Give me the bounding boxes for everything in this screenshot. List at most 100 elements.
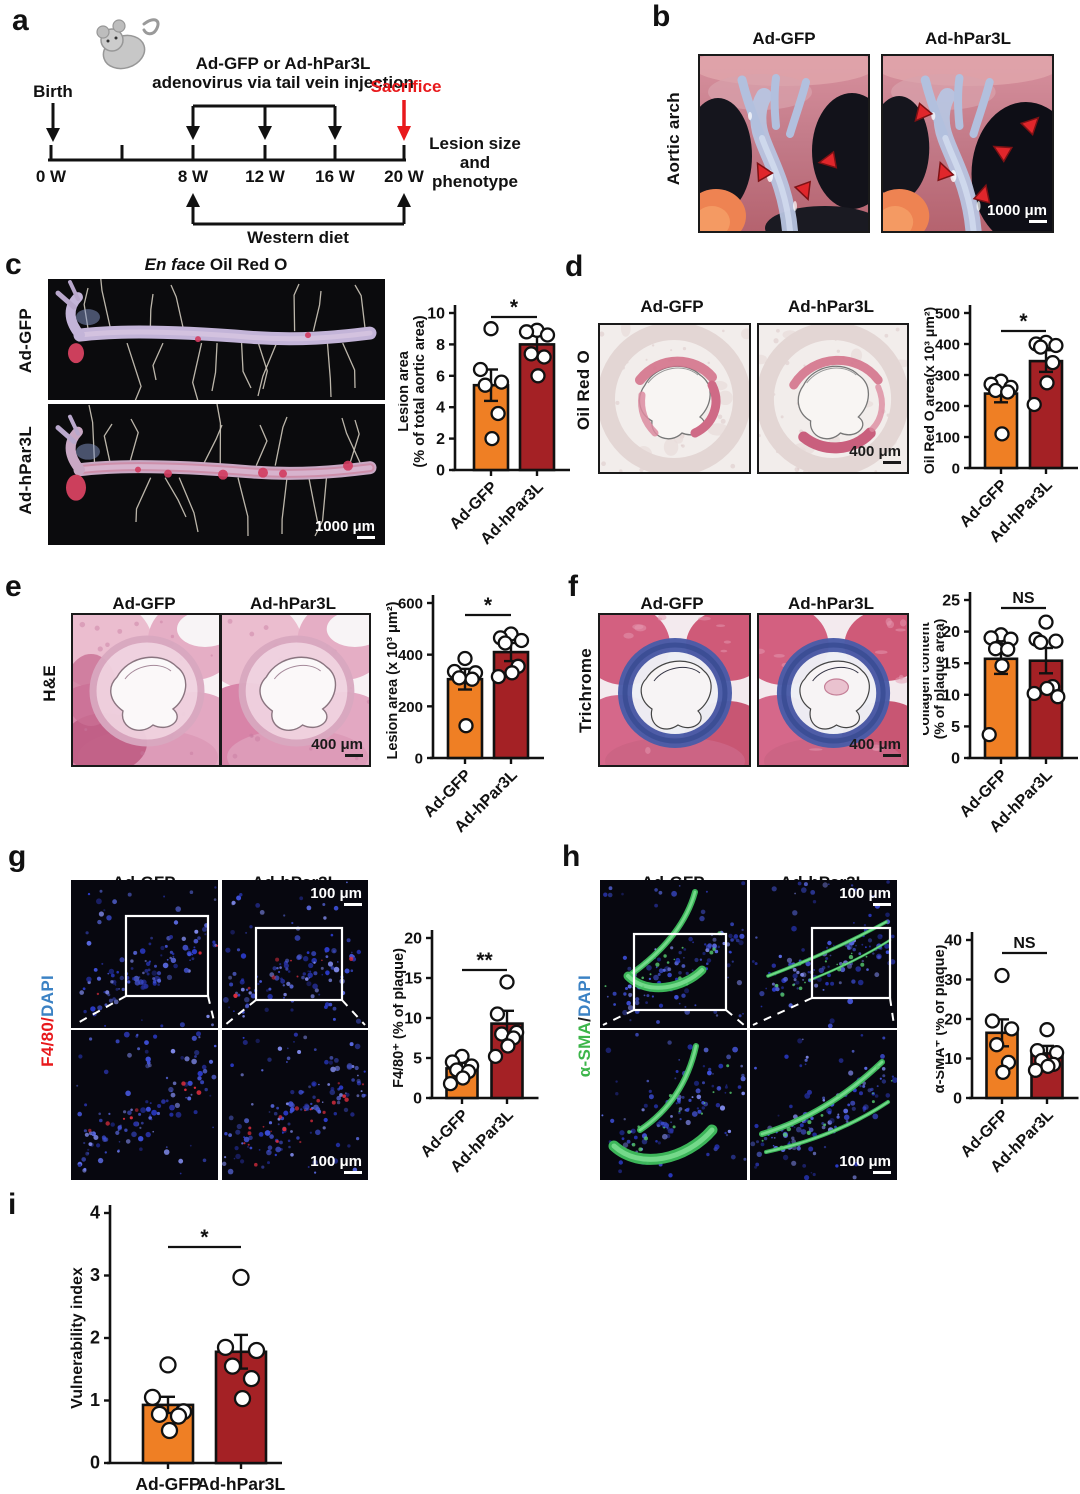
col-label-adgfp: Ad-GFP [640,297,704,316]
row-label-oilredo: Oil Red O [574,350,593,431]
svg-text:0: 0 [413,1091,422,1108]
svg-text:400: 400 [398,647,423,664]
micrograph-oilredo-adhpar3l: 400 μm [757,323,909,474]
micrograph-enface-adgfp [48,279,385,400]
svg-text:10: 10 [404,1011,422,1028]
micrograph-sma-adhpar3l-high: 100 μm [750,1030,897,1180]
micrograph-sma-adhpar3l-low: 100 μm [750,880,897,1028]
row-label-aortic-arch: Aortic arch [664,92,683,186]
micrograph-trichrome-adgfp [598,613,751,767]
svg-text:Lesion area (x 10³ μm²): Lesion area (x 10³ μm²) [386,601,401,759]
svg-text:3: 3 [90,1265,100,1285]
tick-8w: 8 W [177,167,209,186]
micrograph-he-adgfp [71,613,221,767]
col-label-adhpar3l: Ad-hPar3L [925,29,1011,48]
svg-text:F4/80⁺ (% of plaque): F4/80⁺ (% of plaque) [393,948,407,1088]
panel-g: g Ad-GFP Ad-hPar3L F4/80/DAPI 100 μm 100… [0,842,580,1204]
scale-bar-label: 1000 μm [987,203,1047,223]
scale-bar-label: 100 μm [310,1154,362,1174]
svg-text:5: 5 [413,1051,422,1068]
mouse-icon [96,18,160,70]
svg-text:Oil Red O area(x 10³ μm²): Oil Red O area(x 10³ μm²) [923,307,937,474]
scale-bar-label: 1000 μm [315,519,375,539]
micrograph-enface-adhpar3l: 1000 μm [48,404,385,545]
micrograph-aortic-arch-adhpar3l: 1000 μm [881,54,1054,233]
panel-a: a [0,0,560,250]
svg-text:α-SMA⁺ (% of plaque): α-SMA⁺ (% of plaque) [936,944,948,1093]
svg-text:0: 0 [436,463,445,480]
panel-f: f Ad-GFP Ad-hPar3L Trichrome 400 μm [560,570,1080,842]
tick-20w: 20 W [384,167,424,186]
tick-12w: 12 W [245,167,285,186]
svg-text:200: 200 [398,699,423,716]
chart-lesion-area-enface: 0 2 4 6 8 10 * Lesion area (% of total aortic ar… [398,283,570,583]
svg-text:15: 15 [942,656,960,673]
svg-text:*: * [510,296,519,319]
svg-text:*: * [1019,310,1028,333]
col-label-adgfp: Ad-GFP [752,29,816,48]
panel-f-letter: f [568,570,578,603]
panel-a-letter: a [12,4,29,37]
scale-bar-label: 400 μm [849,737,901,757]
svg-text:0: 0 [90,1453,100,1473]
outcome-line3: phenotype [432,172,518,191]
svg-text:20: 20 [944,1012,962,1029]
micrograph-f480-adgfp-low [71,880,218,1028]
svg-text:25: 25 [942,593,960,610]
micrograph-he-adhpar3l: 400 μm [220,613,371,767]
panel-d: d Ad-GFP Ad-hPar3L Oil Red O 400 μm [560,250,1080,570]
svg-text:400: 400 [935,337,960,354]
timeline-diagram [46,18,411,226]
svg-text:4: 4 [90,1203,100,1223]
panel-c: c En face Oil Red O Ad-GFP Ad-hPar3L 100… [0,250,580,570]
svg-text:4: 4 [436,400,445,417]
panel-e: e Ad-GFP Ad-hPar3L H&E 400 μm [0,570,580,842]
panel-h: h Ad-GFP Ad-hPar3L α-SMA/DAPI 100 μm 100… [555,842,1080,1204]
svg-text:Ad-hPar3L: Ad-hPar3L [197,1474,286,1494]
svg-text:20: 20 [404,931,422,948]
chart-f480-percent: 0 5 10 15 20 ** F4/80⁺ (% of plaque) Ad-GFP Ad-h… [393,926,553,1216]
tick-16w: 16 W [315,167,355,186]
row-label-he: H&E [40,665,59,702]
scale-bar-label: 100 μm [310,886,362,906]
row-label-adhpar3l: Ad-hPar3L [16,426,35,515]
scale-bar-label: 400 μm [311,737,363,757]
tick-0w: 0 W [35,167,67,186]
micrograph-sma-adgfp-high [600,1030,747,1180]
svg-text:2: 2 [90,1328,100,1348]
panel-b: b Ad-GFP Ad-hPar3L Aortic arch 1000 μm [640,0,1080,250]
western-diet-label: Western diet [247,228,349,247]
svg-text:10: 10 [942,687,960,704]
chart-oilredo-area: 0 100 200 300 400 500 * Oil Red O area(x 10³ μm… [923,283,1080,583]
col-label-adhpar3l: Ad-hPar3L [788,594,874,613]
svg-text:*: * [200,1226,209,1249]
outcome-line2: and [459,153,491,172]
svg-text:0: 0 [951,751,960,768]
panel-g-letter: g [8,840,27,873]
svg-text:0: 0 [952,461,960,478]
svg-text:2: 2 [436,431,445,448]
svg-text:5: 5 [951,719,960,736]
svg-text:20: 20 [942,624,960,641]
panel-c-letter: c [5,248,22,281]
svg-text:300: 300 [935,368,960,385]
svg-text:15: 15 [404,971,422,988]
svg-text:8: 8 [436,337,445,354]
svg-text:NS: NS [1012,590,1035,607]
svg-text:10: 10 [944,1051,962,1068]
panel-i-letter: i [8,1188,17,1221]
sacrifice-label: Sacrifice [370,77,442,96]
panel-b-letter: b [652,0,671,33]
outcome-line1: Lesion size [429,134,521,153]
chart-collagen-content: 0 5 10 15 20 25 NS Collagen content (% of plaque… [923,588,1080,850]
chart-vulnerability-index: 0 1 2 3 4 * Vulnerability index Ad-GFP Ad-hPar3L [58,1198,338,1494]
col-label-adhpar3l: Ad-hPar3L [250,594,336,613]
birth-label: Birth [33,82,73,101]
panel-e-letter: e [5,570,22,603]
svg-text:500: 500 [935,306,960,323]
svg-text:(% of plaque area): (% of plaque area) [931,619,947,740]
svg-text:*: * [484,594,493,617]
micrograph-sma-adgfp-low [600,880,747,1028]
svg-text:Ad-GFP: Ad-GFP [135,1474,200,1494]
